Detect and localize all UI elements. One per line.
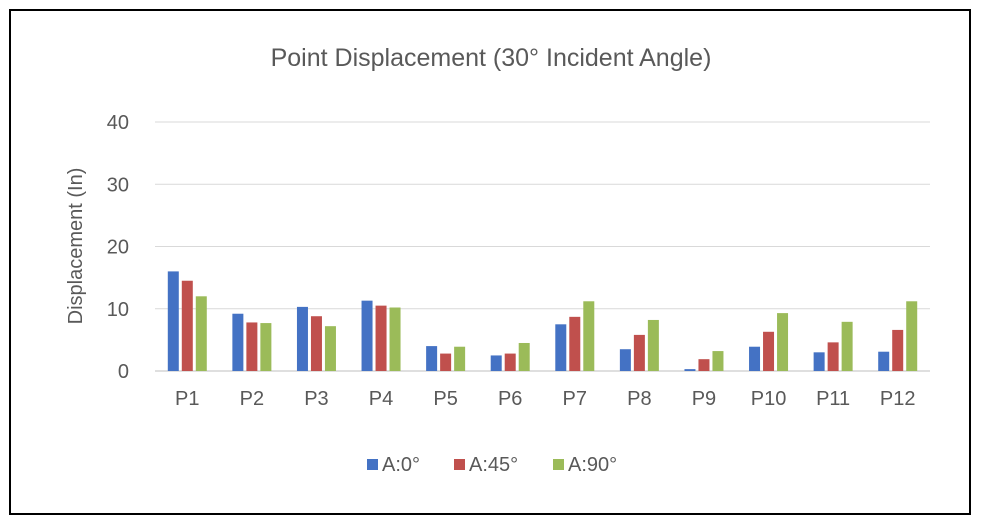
bar-p10-series-3: [777, 313, 789, 371]
chart-title: Point Displacement (30° Incident Angle): [271, 44, 712, 72]
bar-p5-series-1: [426, 346, 438, 371]
x-tick-label: P1: [175, 388, 199, 410]
bar-p12-series-1: [878, 351, 890, 371]
bar-p7-series-2: [569, 316, 581, 371]
y-tick-label: 20: [107, 237, 129, 259]
bar-p1-series-1: [167, 271, 179, 371]
legend-swatch: [454, 459, 465, 470]
bar-p1-series-2: [181, 280, 193, 371]
bar-p2-series-2: [246, 322, 258, 371]
legend-label: A:90°: [568, 454, 617, 476]
x-tick-label: P5: [433, 388, 457, 410]
legend-swatch: [553, 459, 564, 470]
x-tick-label: P12: [880, 388, 916, 410]
bar-p7-series-3: [583, 301, 595, 371]
bar-p12-series-2: [892, 329, 904, 371]
bar-p9-series-2: [698, 359, 710, 371]
bar-p11-series-2: [827, 342, 839, 371]
legend-item: A:0°: [367, 454, 420, 476]
legend-label: A:0°: [382, 454, 420, 476]
bar-p3-series-2: [310, 316, 322, 371]
y-tick-label: 40: [107, 112, 129, 134]
bar-p6-series-3: [518, 342, 530, 371]
bar-p3-series-3: [324, 326, 336, 371]
legend-item: A:90°: [553, 454, 617, 476]
bar-p3-series-1: [296, 306, 308, 371]
x-tick-label: P8: [627, 388, 651, 410]
bar-p8-series-3: [647, 319, 659, 371]
bar-p7-series-1: [555, 324, 567, 371]
x-tick-label: P4: [369, 388, 393, 410]
bar-p12-series-3: [906, 301, 918, 371]
x-tick-label: P9: [692, 388, 716, 410]
bar-p8-series-1: [619, 349, 631, 371]
legend-label: A:45°: [469, 454, 518, 476]
bar-p11-series-3: [841, 321, 853, 371]
x-tick-label: P3: [304, 388, 328, 410]
x-axis-ticks: P1 P2 P3 P4 P5 P6 P7 P8 P9 P10 P11 P12: [175, 388, 915, 410]
x-tick-label: P6: [498, 388, 522, 410]
bar-p9-series-1: [684, 369, 696, 371]
y-axis-ticks: 0 10 20 30 40: [107, 112, 129, 383]
y-tick-label: 30: [107, 174, 129, 196]
x-tick-label: P11: [816, 388, 850, 410]
legend: A:0° A:45° A:90°: [367, 454, 617, 476]
bar-p6-series-1: [490, 355, 502, 371]
chart-frame: [9, 9, 971, 515]
bar-p4-series-2: [375, 305, 387, 371]
x-tick-label: P10: [751, 388, 787, 410]
x-tick-label: P7: [563, 388, 587, 410]
bar-p6-series-2: [504, 353, 516, 371]
bar-p1-series-3: [195, 296, 207, 371]
bar-p10-series-2: [763, 331, 775, 371]
bar-p10-series-1: [749, 346, 761, 371]
bar-p9-series-3: [712, 351, 724, 371]
y-tick-label: 10: [107, 299, 129, 321]
bar-p8-series-2: [633, 334, 645, 371]
x-tick-label: P2: [240, 388, 264, 410]
bar-p11-series-1: [813, 352, 825, 371]
gridlines: [155, 121, 930, 372]
bars: [167, 271, 918, 371]
bar-p4-series-3: [389, 307, 401, 371]
legend-swatch: [367, 459, 378, 470]
bar-p5-series-2: [440, 353, 452, 371]
legend-item: A:45°: [454, 454, 518, 476]
bar-p2-series-1: [232, 313, 244, 371]
bar-p2-series-3: [260, 323, 272, 371]
bar-p5-series-3: [454, 346, 466, 371]
y-axis-title: Displacement (In): [65, 168, 87, 325]
bar-p4-series-1: [361, 300, 373, 371]
y-tick-label: 0: [118, 361, 129, 383]
